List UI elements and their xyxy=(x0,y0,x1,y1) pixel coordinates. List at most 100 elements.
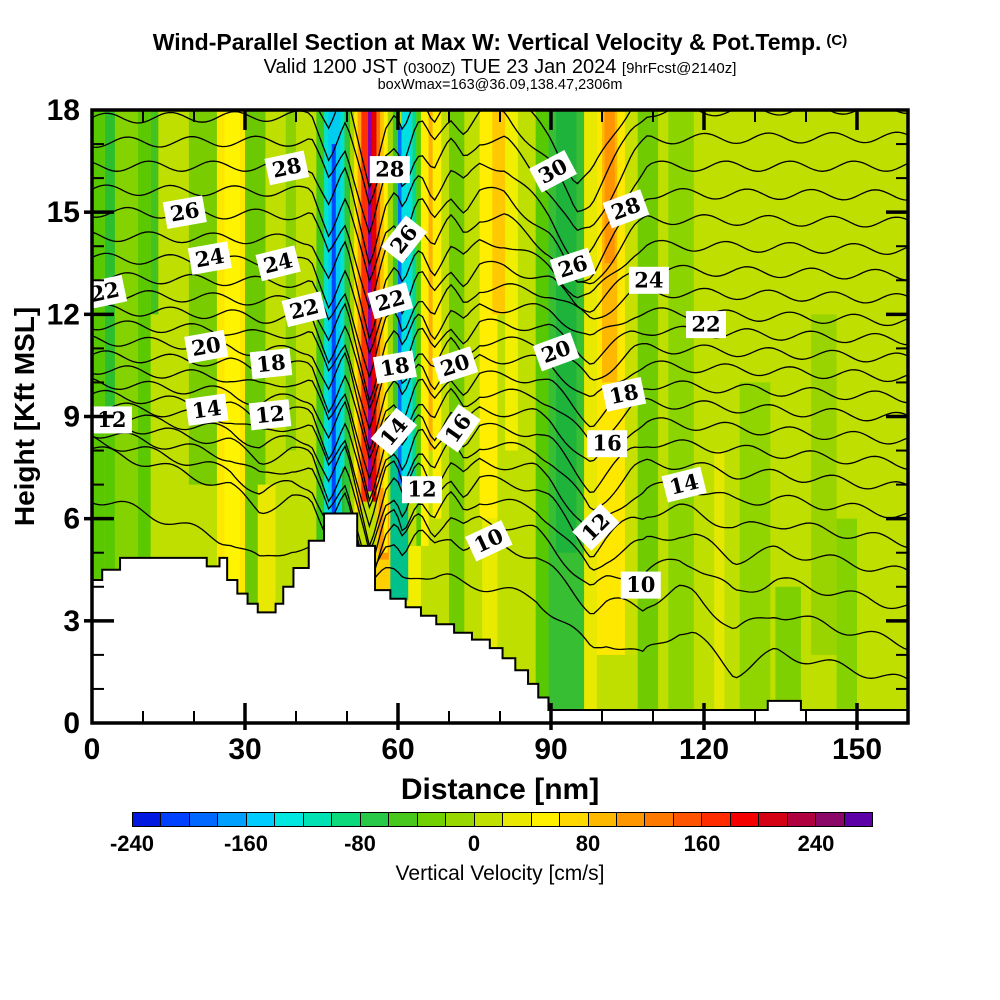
isentrope-contour-29 xyxy=(92,131,908,236)
colorbar-tick-label: 240 xyxy=(797,831,835,856)
isentrope-contour-21 xyxy=(92,304,908,411)
colorbar-segment xyxy=(815,812,845,827)
colorbar-segment xyxy=(530,812,561,827)
fill-band xyxy=(535,110,549,723)
contour-label-box xyxy=(370,407,418,456)
colorbar-segment xyxy=(587,812,617,827)
contour-label-value: 12 xyxy=(97,407,126,432)
colorbar-tick-label: -240 xyxy=(109,831,155,856)
isentrope-contour-23 xyxy=(92,272,908,380)
x-axis-tick-label: 60 xyxy=(381,733,414,766)
fill-band xyxy=(344,110,351,519)
chart-title-text: Wind-Parallel Section at Max W: Vertical… xyxy=(152,29,822,55)
fill-band xyxy=(137,110,151,587)
y-axis-tick-label: 15 xyxy=(47,196,80,229)
y-axis-tick-label: 3 xyxy=(63,605,80,638)
axes-layer xyxy=(84,108,910,730)
contour-label-box xyxy=(248,399,292,431)
contour-label-box xyxy=(431,346,479,385)
contour-label: 24 xyxy=(187,241,232,275)
fill-band xyxy=(380,110,384,546)
fill-band xyxy=(714,450,725,723)
contour-label-box xyxy=(264,150,310,186)
contour-label: 28 xyxy=(369,156,410,184)
contour-label-box xyxy=(367,282,414,320)
colorbar-segment xyxy=(188,812,219,827)
colorbar-tick-label: -160 xyxy=(223,831,269,856)
contour-label-box xyxy=(686,311,726,339)
contour-label-box xyxy=(620,571,661,599)
fill-band xyxy=(257,484,276,621)
valid-prefix: Valid 1200 JST xyxy=(263,56,398,79)
contour-label: 22 xyxy=(686,311,726,339)
x-axis-tick-label: 120 xyxy=(679,733,729,766)
contour-label-value: 28 xyxy=(375,157,404,182)
fill-band xyxy=(505,110,518,451)
contour-label-value: 12 xyxy=(407,477,436,502)
colorbar-segment xyxy=(388,812,418,827)
isentrope-contour-25 xyxy=(92,231,908,342)
colorbar-segment xyxy=(217,812,247,827)
colorbar-segment xyxy=(416,812,447,827)
contour-label-value: 24 xyxy=(193,243,226,273)
y-axis-tick-label: 0 xyxy=(63,707,80,740)
isentrope-contour-11 xyxy=(92,432,908,576)
contour-label-value: 12 xyxy=(254,400,286,428)
contour-label-box xyxy=(187,241,232,275)
colorbar-tick-label: -80 xyxy=(344,831,376,856)
fill-band xyxy=(150,110,159,315)
fill-band xyxy=(416,110,421,546)
contour-label: 28 xyxy=(264,150,310,186)
colorbar-segment xyxy=(644,812,674,827)
contour-label: 18 xyxy=(601,377,647,412)
valid-zulu: (0300Z) xyxy=(402,60,456,78)
fill-band xyxy=(584,110,597,723)
colorbar-segment xyxy=(615,812,646,827)
contour-label: 18 xyxy=(249,348,293,380)
colorbar-segment xyxy=(729,812,760,827)
valid-time-line: Valid 1200 JST (0300Z) TUE 23 Jan 2024 [… xyxy=(0,56,1000,78)
colorbar-segment xyxy=(758,812,788,827)
fill-band xyxy=(428,110,433,451)
contour-label-value: 28 xyxy=(270,152,304,183)
contour-label: 14 xyxy=(185,393,229,426)
isentrope-contour-14 xyxy=(92,402,908,529)
colorbar-segment xyxy=(274,812,304,827)
fill-band xyxy=(432,110,442,519)
contour-label-box xyxy=(249,348,293,380)
colorbar xyxy=(132,812,874,827)
contour-label-box xyxy=(601,377,647,412)
fill-band xyxy=(668,110,694,723)
isentrope-contour-17 xyxy=(92,365,908,481)
x-axis-tick-label: 150 xyxy=(832,733,882,766)
fill-band xyxy=(316,110,325,723)
colorbar-segment xyxy=(132,812,162,827)
contour-label: 24 xyxy=(255,245,301,282)
fill-band xyxy=(420,110,429,546)
contour-label-value: 24 xyxy=(634,267,663,292)
colorbar-segment xyxy=(786,812,817,827)
contour-label-box xyxy=(402,476,442,504)
contour-label: 12 xyxy=(248,399,292,431)
colorbar-tick-label: 0 xyxy=(467,831,481,856)
fill-band xyxy=(350,110,355,519)
y-axis-tick-label: 12 xyxy=(47,298,80,331)
terrain-outline xyxy=(92,512,908,712)
contour-label: 22 xyxy=(367,282,414,320)
fill-band xyxy=(383,110,388,553)
contour-label-box xyxy=(628,266,669,294)
contour-layer xyxy=(92,110,908,680)
isentrope-contour-28 xyxy=(92,160,908,267)
chart-title: Wind-Parallel Section at Max W: Vertical… xyxy=(0,29,1000,55)
fill-band xyxy=(811,314,837,655)
contour-label-value: 14 xyxy=(191,395,223,424)
valid-date: TUE 23 Jan 2024 xyxy=(460,56,617,79)
contour-label-box xyxy=(532,332,580,372)
title-block: Wind-Parallel Section at Max W: Vertical… xyxy=(0,29,1000,94)
contour-label-value: 18 xyxy=(378,352,411,382)
isentrope-contour-16 xyxy=(92,377,908,503)
colorbar-segment xyxy=(701,812,731,827)
contour-label: 10 xyxy=(620,571,661,599)
